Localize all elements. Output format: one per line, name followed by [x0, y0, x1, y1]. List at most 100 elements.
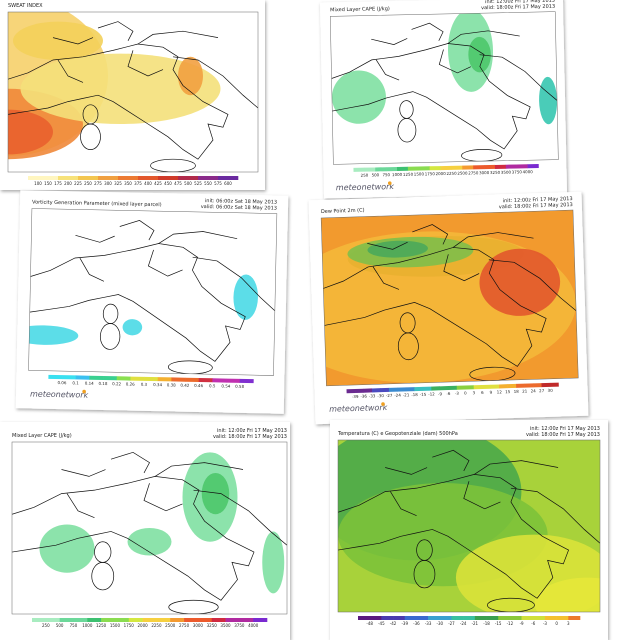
colorbar-label: 3000	[479, 170, 490, 175]
colorbar-label: 0.46	[194, 383, 203, 388]
colorbar-swatch	[499, 384, 508, 389]
colorbar-swatch	[358, 616, 370, 620]
colorbar-label: 3250	[207, 623, 218, 628]
init-time: init: 06:00z Sat 18 May 2013	[205, 198, 277, 206]
colorbar-swatch	[218, 176, 229, 180]
field-area	[122, 319, 143, 336]
colorbar-swatch	[482, 384, 492, 389]
colorbar-label: 1000	[392, 172, 403, 177]
colorbar-label: -27	[386, 393, 393, 398]
colorbar-label: -3	[543, 621, 547, 626]
island	[487, 598, 534, 612]
island	[100, 323, 120, 349]
colorbar-label: 9	[489, 390, 492, 395]
map-frame	[320, 209, 579, 387]
colorbar-swatch	[103, 375, 118, 381]
colorbar-label: 1000	[82, 623, 93, 628]
colorbar-swatch	[88, 176, 99, 180]
colorbar-label: 750	[382, 172, 390, 177]
colorbar-swatch	[532, 383, 542, 388]
colorbar-swatch	[228, 176, 239, 180]
colorbar-swatch	[439, 386, 449, 391]
colorbar-label: 0.18	[98, 381, 107, 386]
colorbar-swatch	[490, 384, 500, 389]
field-area	[127, 528, 172, 556]
colorbar-swatch	[68, 176, 79, 180]
colorbar-swatch	[393, 616, 406, 620]
colorbar-label: -45	[378, 621, 385, 626]
colorbar-label: -30	[377, 393, 384, 398]
colorbar-swatch	[108, 176, 119, 180]
colorbar-swatch	[371, 388, 381, 393]
map-area	[321, 210, 579, 386]
colorbar-label: 4000	[248, 623, 259, 628]
colorbar-swatch	[170, 618, 185, 622]
colorbar-label: 1250	[96, 623, 107, 628]
colorbar-label: 21	[522, 389, 528, 394]
colorbar-label: 2250	[446, 171, 457, 176]
colorbar-swatch	[188, 176, 199, 180]
colorbar-swatch	[114, 618, 130, 622]
island	[151, 159, 196, 172]
map-frame	[337, 439, 601, 613]
colorbar-label: 0.54	[221, 383, 230, 388]
map-panel: Mixed Layer CAPE (J/kg) init: 12:00z Fri …	[319, 0, 568, 199]
colorbar-swatch	[178, 176, 189, 180]
field-area	[8, 109, 53, 155]
colorbar-label: 250	[361, 173, 369, 178]
colorbar-swatch	[544, 616, 557, 620]
field-area	[28, 325, 79, 345]
colorbar-swatch	[185, 377, 200, 383]
colorbar-label: -15	[420, 392, 427, 397]
colorbar-label: -30	[437, 621, 444, 626]
colorbar-label: 0	[464, 390, 467, 395]
colorbar-swatch	[130, 376, 145, 381]
colorbar-label: 100	[34, 181, 42, 186]
colorbar-label: 325	[114, 181, 122, 186]
map-panel: Mixed Layer CAPE (J/kg) init: 12:00z Fri …	[0, 422, 290, 640]
colorbar-label: 575	[214, 181, 222, 186]
colorbar-swatch	[431, 386, 441, 391]
colorbar-label: 250	[84, 181, 92, 186]
valid-time: valid: 18:00z Fri 17 May 2013	[213, 434, 287, 440]
colorbar-swatch	[388, 387, 398, 392]
logo: meteonetwork	[329, 403, 388, 414]
colorbar-label: 0.1	[72, 380, 79, 385]
colorbar-swatch	[429, 166, 441, 171]
colorbar-label: -21	[403, 392, 410, 397]
colorbar-swatch	[198, 377, 213, 383]
coastline	[29, 218, 277, 362]
colorbar-swatch	[556, 616, 569, 620]
colorbar-label: -6	[531, 621, 535, 626]
colorbar-swatch	[527, 164, 539, 169]
colorbar-label: -18	[483, 621, 490, 626]
colorbar-swatch	[116, 376, 131, 381]
colorbar-swatch	[524, 383, 534, 388]
colorbar-label: 2750	[468, 170, 479, 175]
colorbar-label: -42	[390, 621, 397, 626]
colorbar-swatch	[549, 382, 559, 387]
colorbar-swatch	[440, 165, 452, 171]
init-time: init: 12:00z Fri 17 May 2013	[503, 196, 573, 204]
colorbar-label: 500	[371, 172, 379, 177]
colorbar-swatch	[462, 165, 474, 170]
colorbar-label: 2000	[137, 623, 148, 628]
colorbar-swatch	[239, 618, 254, 622]
colorbar-label: 3250	[490, 170, 501, 175]
logo-dot	[381, 402, 385, 406]
colorbar-label: 0.42	[180, 383, 189, 388]
colorbar-swatch	[48, 176, 59, 180]
colorbar-label: -9	[520, 621, 524, 626]
colorbar-swatch	[486, 616, 499, 620]
colorbar-swatch	[168, 176, 179, 180]
colorbar-swatch	[225, 378, 241, 383]
colorbar-swatch	[148, 176, 159, 180]
colorbar-label: -33	[369, 393, 376, 398]
colorbar-label: 0.34	[153, 382, 162, 387]
colorbar-swatch	[375, 167, 387, 172]
colorbar-label: 0.58	[235, 384, 244, 389]
colorbar-label: 150	[44, 181, 52, 186]
colorbar-swatch	[404, 616, 417, 620]
colorbar-label: 525	[194, 181, 202, 186]
